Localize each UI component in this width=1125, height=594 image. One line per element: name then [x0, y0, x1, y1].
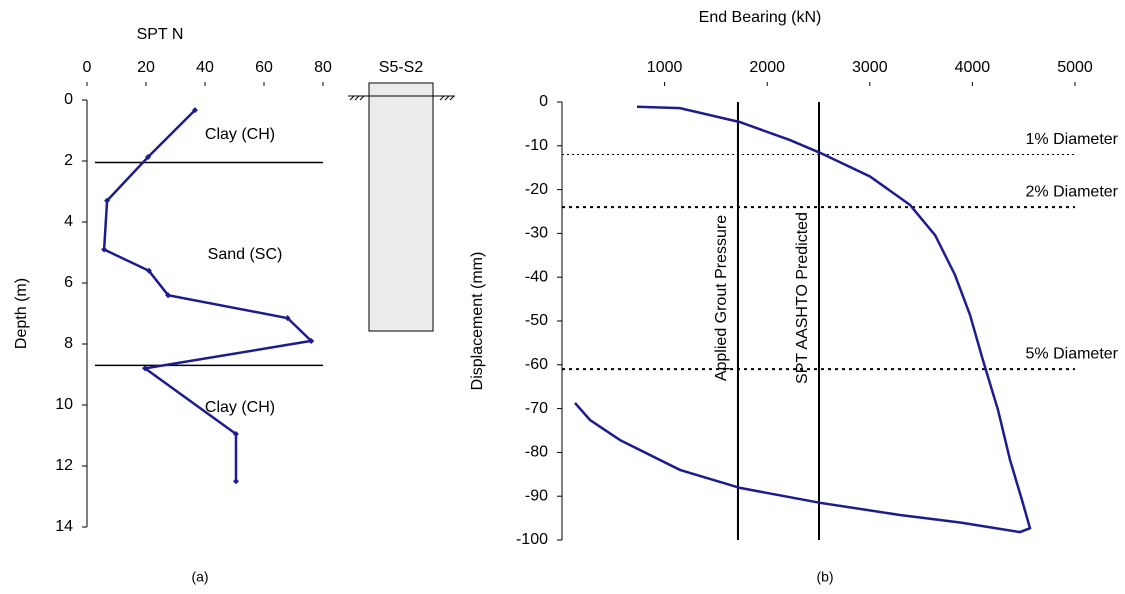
- y-tick-label: -50: [525, 312, 548, 329]
- reference-label: SPT AASHTO Predicted: [794, 212, 811, 384]
- y-tick-label: 8: [64, 335, 73, 352]
- data-line: [574, 105, 1032, 534]
- y-tick-label: 10: [55, 396, 73, 413]
- x-tick-label: 4000: [955, 59, 991, 76]
- y-tick-label: -10: [525, 137, 548, 154]
- y-tick-label: 4: [64, 213, 73, 230]
- caption: (a): [191, 569, 208, 585]
- data-point: [145, 267, 152, 274]
- reference-label: 2% Diameter: [1026, 183, 1119, 200]
- data-line: [102, 109, 314, 482]
- layer-label: Sand (SC): [208, 246, 283, 263]
- data-point: [232, 430, 239, 437]
- data-point: [284, 315, 291, 322]
- y-tick-label: -80: [525, 444, 548, 461]
- data-point: [232, 478, 239, 485]
- y-tick-label: -100: [516, 531, 548, 548]
- y-tick-label: 6: [64, 274, 73, 291]
- column-label: S5-S2: [379, 59, 424, 76]
- ground-hatch: [348, 95, 455, 101]
- data-point: [308, 337, 315, 344]
- reference-label: 1% Diameter: [1026, 131, 1119, 148]
- y-axis-label: Depth (m): [13, 278, 30, 349]
- y-tick-label: -40: [525, 268, 548, 285]
- x-tick-label: 0: [83, 59, 92, 76]
- layer-label: Clay (CH): [205, 126, 275, 143]
- y-tick-label: -70: [525, 400, 548, 417]
- y-tick-label: -20: [525, 181, 548, 198]
- boring-column: [368, 82, 434, 332]
- data-point: [101, 246, 108, 253]
- x-tick-label: 80: [314, 59, 332, 76]
- layer-label: Clay (CH): [205, 399, 275, 416]
- x-tick-label: 60: [255, 59, 273, 76]
- y-tick-label: 0: [64, 91, 73, 108]
- x-tick-label: 2000: [749, 59, 785, 76]
- y-axis-label: Displacement (mm): [469, 252, 486, 391]
- y-tick-label: -90: [525, 487, 548, 504]
- data-point: [145, 154, 152, 161]
- x-tick-label: 3000: [852, 59, 888, 76]
- reference-label: 5% Diameter: [1026, 345, 1119, 362]
- data-point: [142, 365, 149, 372]
- chart-title: SPT N: [137, 26, 184, 43]
- y-tick-label: 0: [539, 93, 548, 110]
- y-tick-label: 12: [55, 457, 73, 474]
- data-point: [165, 292, 172, 299]
- x-tick-label: 5000: [1057, 59, 1093, 76]
- y-tick-label: -60: [525, 356, 548, 373]
- data-point: [191, 107, 198, 114]
- data-point: [104, 197, 111, 204]
- y-tick-label: 14: [55, 518, 73, 535]
- chart-title: End Bearing (kN): [699, 9, 822, 26]
- caption: (b): [816, 569, 833, 585]
- x-tick-label: 1000: [647, 59, 683, 76]
- y-tick-label: -30: [525, 225, 548, 242]
- y-tick-label: 2: [64, 152, 73, 169]
- reference-label: Applied Grout Pressure: [713, 215, 730, 381]
- x-tick-label: 40: [196, 59, 214, 76]
- x-tick-label: 20: [137, 59, 155, 76]
